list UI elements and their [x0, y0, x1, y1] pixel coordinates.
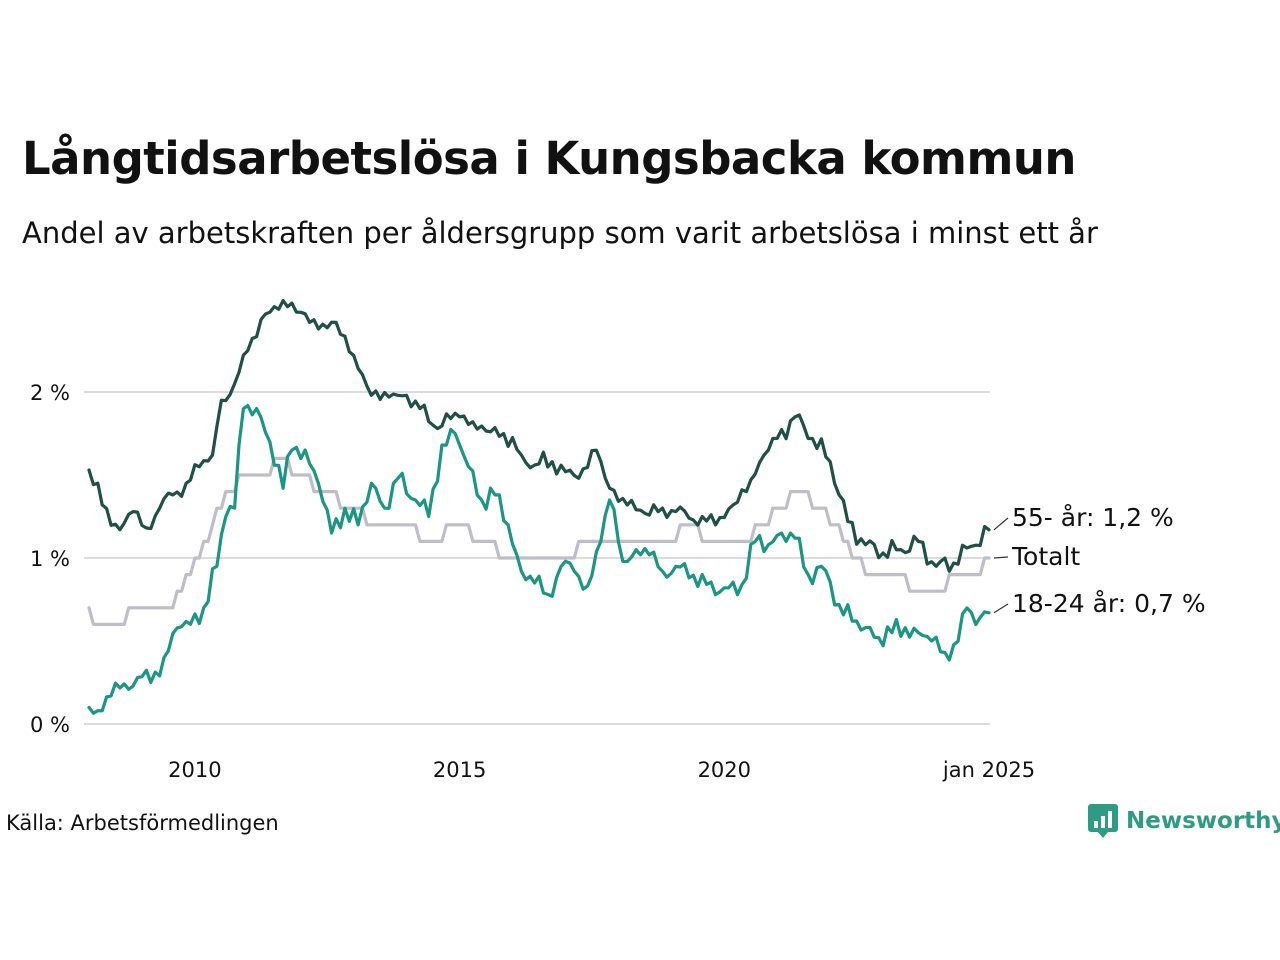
chart-subtitle: Andel av arbetskraften per åldersgrupp s…	[22, 216, 1098, 250]
x-tick-label: 2020	[698, 758, 751, 782]
x-axis: 2010 2015 2020 jan 2025	[168, 758, 1035, 782]
y-axis: 0 % 1 % 2 %	[30, 381, 70, 737]
series-label: Totalt	[1011, 542, 1080, 571]
series-line-totalt	[87, 456, 991, 626]
series-label: 18-24 år: 0,7 %	[1012, 589, 1206, 618]
newsworthy-logo-icon	[1088, 804, 1118, 838]
label-connector	[993, 603, 1009, 614]
chart-title: Långtidsarbetslösa i Kungsbacka kommun	[22, 132, 1076, 185]
x-tick-label: 2015	[433, 758, 486, 782]
x-tick-label: jan 2025	[942, 758, 1035, 782]
series-label: 55- år: 1,2 %	[1012, 503, 1174, 532]
x-tick-label: 2010	[168, 758, 221, 782]
series-labels: 55- år: 1,2 % Totalt 18-24 år: 0,7 %	[993, 503, 1206, 618]
source-note: Källa: Arbetsförmedlingen	[6, 811, 279, 835]
y-tick-label: 0 %	[30, 713, 70, 737]
label-connector	[993, 556, 1009, 559]
series-line-55-r	[87, 299, 991, 573]
series-lines	[87, 299, 991, 715]
y-tick-label: 1 %	[30, 547, 70, 571]
newsworthy-logo: Newsworthy	[1088, 804, 1280, 838]
series-line-18-24-r	[87, 403, 991, 715]
brand-name: Newsworthy	[1126, 808, 1280, 834]
y-tick-label: 2 %	[30, 381, 70, 405]
label-connector	[993, 517, 1009, 531]
